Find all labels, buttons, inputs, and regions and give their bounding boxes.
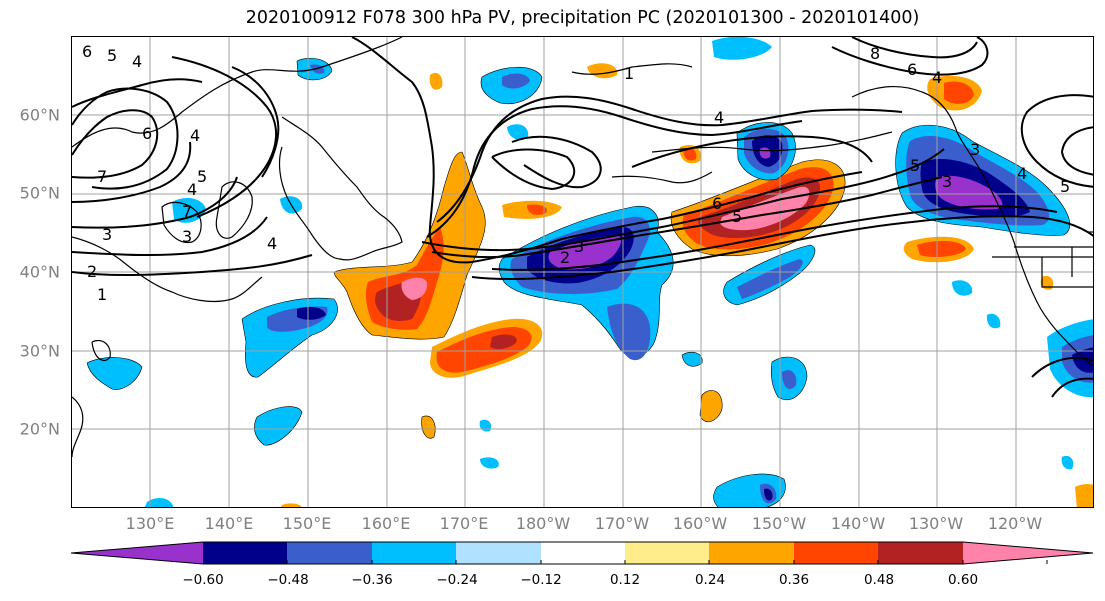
colorbar-tick-label: 0.12 [609, 572, 641, 588]
colorbar-tick-label: 0.24 [694, 572, 726, 588]
colorbar-tick-label: 0.60 [947, 572, 979, 588]
colorbar-segment [541, 542, 625, 564]
lon-label: 130°W [908, 514, 964, 533]
contour-label: 3 [970, 140, 980, 159]
contour-label: 5 [107, 46, 117, 65]
contour-label: 7 [182, 202, 192, 221]
colorbar-segment [287, 542, 372, 564]
contour-label: 4 [714, 108, 724, 127]
colorbar-segment [456, 542, 541, 564]
contour-label: 2 [560, 248, 570, 267]
precip-positive-region [436, 327, 532, 373]
contour-label: 4 [932, 68, 942, 87]
contour-label: 6 [142, 124, 152, 143]
contour-label: 5 [910, 156, 920, 175]
map-canvas: 6 5 4 6 7 5 4 7 3 2 1 3 4 4 1 4 5 2 3 8 … [72, 37, 1093, 507]
contour-label: 3 [182, 227, 192, 246]
contour-label: 6 [712, 194, 722, 213]
lon-label: 140°W [830, 514, 886, 533]
contour-label: 5 [197, 167, 207, 186]
contour-label: 3 [942, 172, 952, 191]
colorbar [71, 541, 1094, 565]
precip-fills [86, 37, 1093, 507]
contour-label: 4 [267, 234, 277, 253]
contour-label: 8 [870, 44, 880, 63]
lon-label: 170°W [594, 514, 650, 533]
lon-label: 170°E [439, 514, 489, 533]
contour-label: 4 [190, 126, 200, 145]
lon-label: 150°E [282, 514, 332, 533]
contour-label: 5 [1060, 177, 1070, 196]
contour-label: 1 [97, 285, 107, 304]
lon-label: 160°W [672, 514, 728, 533]
lat-label: 60°N [19, 105, 60, 125]
colorbar-segment [203, 542, 287, 564]
contour-label: 5 [732, 207, 742, 226]
contour-label: 3 [574, 237, 584, 256]
contour-label: 6 [82, 42, 92, 61]
contour-label: 6 [907, 60, 917, 79]
lat-label: 40°N [19, 262, 60, 282]
precip-negative-region [548, 235, 622, 270]
lon-label: 120°W [987, 514, 1043, 533]
colorbar-segment [963, 542, 1093, 564]
lat-label: 30°N [19, 341, 60, 361]
colorbar-segment [709, 542, 794, 564]
lon-label: 150°W [751, 514, 807, 533]
plot-title: 2020100912 F078 300 hPa PV, precipitatio… [245, 8, 920, 28]
colorbar-tick-label: −0.36 [351, 572, 393, 588]
colorbar-segment [372, 542, 456, 564]
lon-label: 140°E [204, 514, 254, 533]
contour-label: 4 [132, 52, 142, 71]
colorbar-segments [71, 542, 1093, 564]
contour-label: 4 [187, 180, 197, 199]
colorbar-segment [794, 542, 878, 564]
lon-label: 130°E [125, 514, 175, 533]
colorbar-tick-label: −0.48 [267, 572, 309, 588]
precip-positive-region [490, 334, 517, 350]
contour-label: 4 [1017, 164, 1027, 183]
map-panel: 6 5 4 6 7 5 4 7 3 2 1 3 4 4 1 4 5 2 3 8 … [71, 36, 1094, 508]
colorbar-tick-label: 0.36 [778, 572, 810, 588]
precip-negative-region [607, 303, 651, 361]
colorbar-segment [625, 542, 709, 564]
precip-positive-region [401, 277, 428, 300]
contour-labels: 6 5 4 6 7 5 4 7 3 2 1 3 4 4 1 4 5 2 3 8 … [82, 42, 1070, 304]
lon-label: 160°E [361, 514, 411, 533]
contour-label: 3 [102, 225, 112, 244]
colorbar-segment [71, 542, 203, 564]
gridlines [72, 37, 1093, 507]
colorbar-tick-label: −0.12 [520, 572, 562, 588]
contour-label: 1 [624, 64, 634, 83]
lat-label: 20°N [19, 419, 60, 439]
colorbar-tick-label: −0.60 [182, 572, 224, 588]
colorbar-segment [878, 542, 963, 564]
colorbar-ticks [286, 560, 1048, 564]
lon-label: 180°W [515, 514, 571, 533]
colorbar-tick-label: −0.24 [436, 572, 478, 588]
colorbar-tick-label: 0.48 [863, 572, 895, 588]
contour-label: 7 [97, 167, 107, 186]
contour-label: 2 [87, 262, 97, 281]
pv-contours [72, 37, 1093, 398]
lat-label: 50°N [19, 183, 60, 203]
